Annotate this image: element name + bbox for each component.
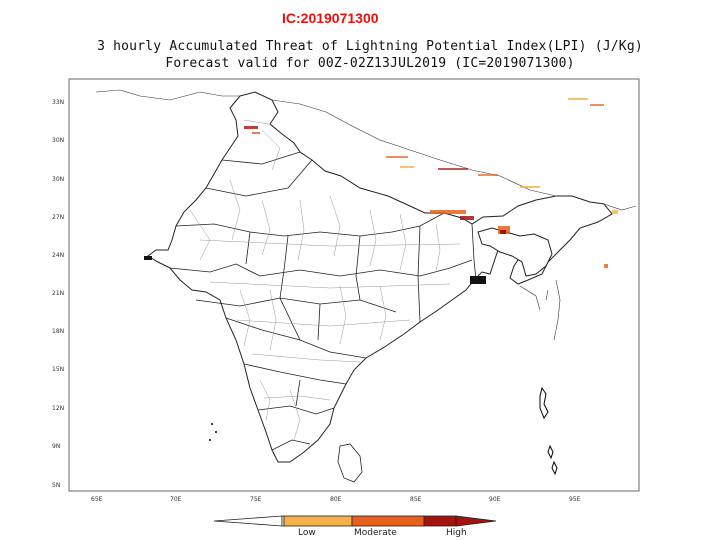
- lon-tick-5: 90E: [489, 496, 501, 503]
- lon-tick-2: 75E: [250, 496, 262, 503]
- title-line-2: Forecast valid for 00Z-02Z13JUL2019 (IC=…: [165, 56, 575, 71]
- lat-tick-labels: 33N 30N 30N 27N 24N 21N 18N 15N 12N 9N 5…: [52, 99, 64, 489]
- lat-tick-5: 21N: [52, 290, 64, 297]
- lon-tick-1: 70E: [170, 496, 182, 503]
- lakshadweep-islands: [209, 423, 217, 441]
- legend-swatch-moderate: [351, 515, 425, 527]
- lat-tick-4: 24N: [52, 252, 64, 259]
- title-line-1: 3 hourly Accumulated Threat of Lightning…: [97, 39, 643, 54]
- map-title: 3 hourly Accumulated Threat of Lightning…: [0, 38, 720, 72]
- andaman-nicobar-islands: [539, 386, 558, 476]
- district-borders: [189, 119, 461, 441]
- india-northeast: [477, 227, 553, 277]
- legend-arrow-left: [213, 515, 283, 527]
- lon-tick-labels: 65E 70E 75E 80E 85E 90E 95E: [91, 496, 581, 503]
- lat-tick-3: 27N: [52, 214, 64, 221]
- ic-label: IC:2019071300: [282, 10, 379, 26]
- legend-swatch-high: [423, 515, 457, 527]
- lon-tick-4: 85E: [410, 496, 422, 503]
- lat-tick-0: 33N: [52, 99, 64, 106]
- lpi-threat-patches: [244, 98, 618, 268]
- lat-tick-1: 30N: [52, 137, 64, 144]
- legend-label-moderate: Moderate: [354, 528, 397, 538]
- india-outline: [147, 91, 613, 463]
- lat-tick-6: 18N: [52, 328, 64, 335]
- lon-tick-6: 95E: [569, 496, 581, 503]
- dark-coastal-patches: [144, 256, 486, 284]
- lon-tick-3: 80E: [330, 496, 342, 503]
- lat-tick-8: 12N: [52, 405, 64, 412]
- legend-label-low: Low: [298, 528, 316, 538]
- lat-tick-9: 9N: [52, 443, 60, 450]
- lat-tick-7: 15N: [52, 366, 64, 373]
- state-borders: [169, 151, 477, 451]
- lon-tick-0: 65E: [91, 496, 103, 503]
- neighbour-borders: [95, 89, 637, 341]
- lat-tick-10: 5N: [52, 482, 60, 489]
- lat-tick-2: 30N: [52, 176, 64, 183]
- legend-arrow-right: [455, 515, 497, 527]
- sri-lanka: [337, 443, 363, 483]
- legend-swatch-low: [283, 515, 353, 527]
- map-frame: [68, 78, 640, 492]
- legend: Low Moderate High: [213, 515, 497, 538]
- legend-label-high: High: [446, 528, 467, 538]
